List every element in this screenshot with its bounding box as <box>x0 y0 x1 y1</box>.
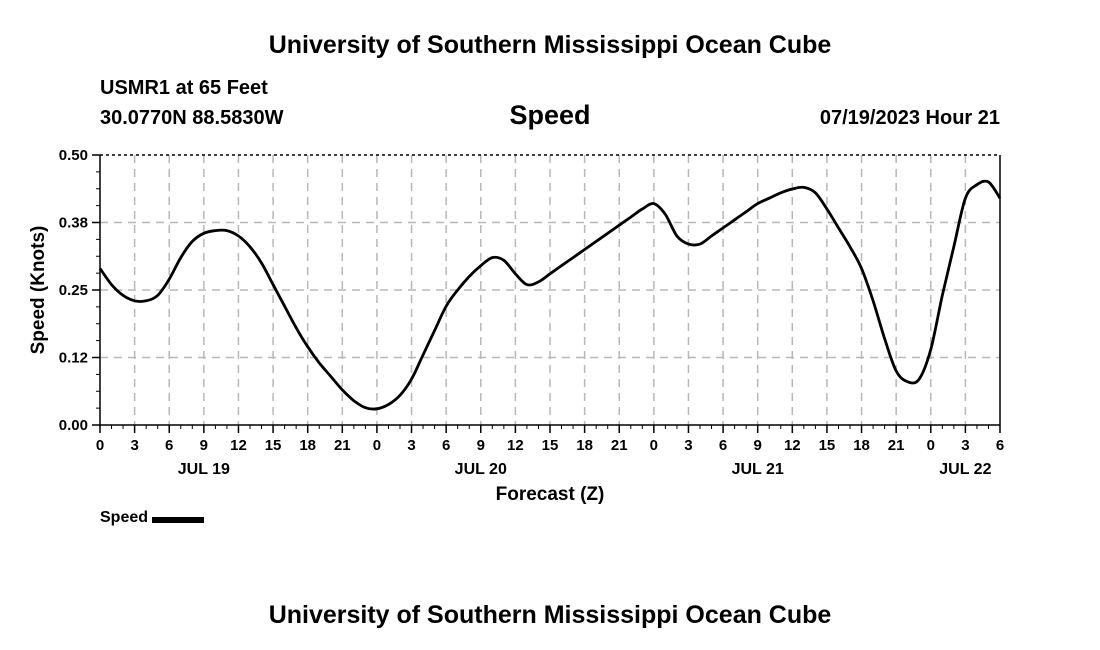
y-tick-label: 0.50 <box>59 147 88 164</box>
x-tick-label: 12 <box>784 437 801 454</box>
x-tick-label: 15 <box>542 437 559 454</box>
x-tick-label: 21 <box>611 437 628 454</box>
x-day-label: JUL 19 <box>178 461 230 478</box>
x-tick-label: 9 <box>200 437 208 454</box>
y-tick-label: 0.00 <box>59 417 88 434</box>
x-tick-label: 9 <box>754 437 762 454</box>
legend-line-swatch <box>152 517 205 523</box>
y-axis-label: Speed (Knots) <box>28 226 49 355</box>
x-tick-label: 0 <box>650 437 658 454</box>
x-tick-label: 12 <box>230 437 247 454</box>
y-tick-label: 0.12 <box>59 350 88 367</box>
x-tick-label: 0 <box>96 437 104 454</box>
y-tick-label: 0.38 <box>59 215 88 232</box>
x-tick-label: 12 <box>507 437 524 454</box>
x-tick-label: 3 <box>684 437 692 454</box>
x-tick-label: 3 <box>407 437 415 454</box>
x-tick-label: 0 <box>373 437 381 454</box>
x-tick-label: 3 <box>130 437 138 454</box>
x-tick-label: 9 <box>477 437 485 454</box>
legend-label: Speed <box>100 509 149 526</box>
page-title: University of Southern Mississippi Ocean… <box>268 31 832 59</box>
station-coordinates: 30.0770N 88.5830W <box>100 107 284 129</box>
x-tick-label: 3 <box>961 437 969 454</box>
chart-ticks: 0.00 0.12 0.25 0.38 0.50 0 3 6 9 12 15 18 21 0 3 6 9 12 15… <box>59 147 1004 478</box>
forecast-datetime: 07/19/2023 Hour 21 <box>819 107 1000 129</box>
x-tick-label: 15 <box>819 437 836 454</box>
chart-legend: Speed <box>100 509 205 527</box>
x-tick-label: 6 <box>165 437 173 454</box>
x-tick-label: 0 <box>927 437 935 454</box>
page-footer-title: University of Southern Mississippi Ocean… <box>268 601 832 629</box>
chart-series <box>98 179 1002 411</box>
x-tick-label: 21 <box>334 437 351 454</box>
x-tick-label: 18 <box>853 437 870 454</box>
x-tick-label: 21 <box>888 437 905 454</box>
x-day-label: JUL 22 <box>939 461 991 478</box>
x-tick-label: 15 <box>265 437 282 454</box>
chart-grid <box>100 154 1000 425</box>
series-line-speed <box>98 179 1002 411</box>
x-tick-label: 6 <box>719 437 727 454</box>
x-tick-label: 18 <box>299 437 316 454</box>
x-tick-label: 6 <box>442 437 450 454</box>
y-tick-label: 0.25 <box>59 282 88 299</box>
x-tick-label: 18 <box>576 437 593 454</box>
x-day-label: JUL 20 <box>455 461 507 478</box>
x-day-label: JUL 21 <box>732 461 784 478</box>
x-axis-label: Forecast (Z) <box>496 484 605 505</box>
station-label: USMR1 at 65 Feet <box>100 77 268 99</box>
x-tick-label: 6 <box>996 437 1004 454</box>
chart-title: Speed <box>509 100 591 130</box>
